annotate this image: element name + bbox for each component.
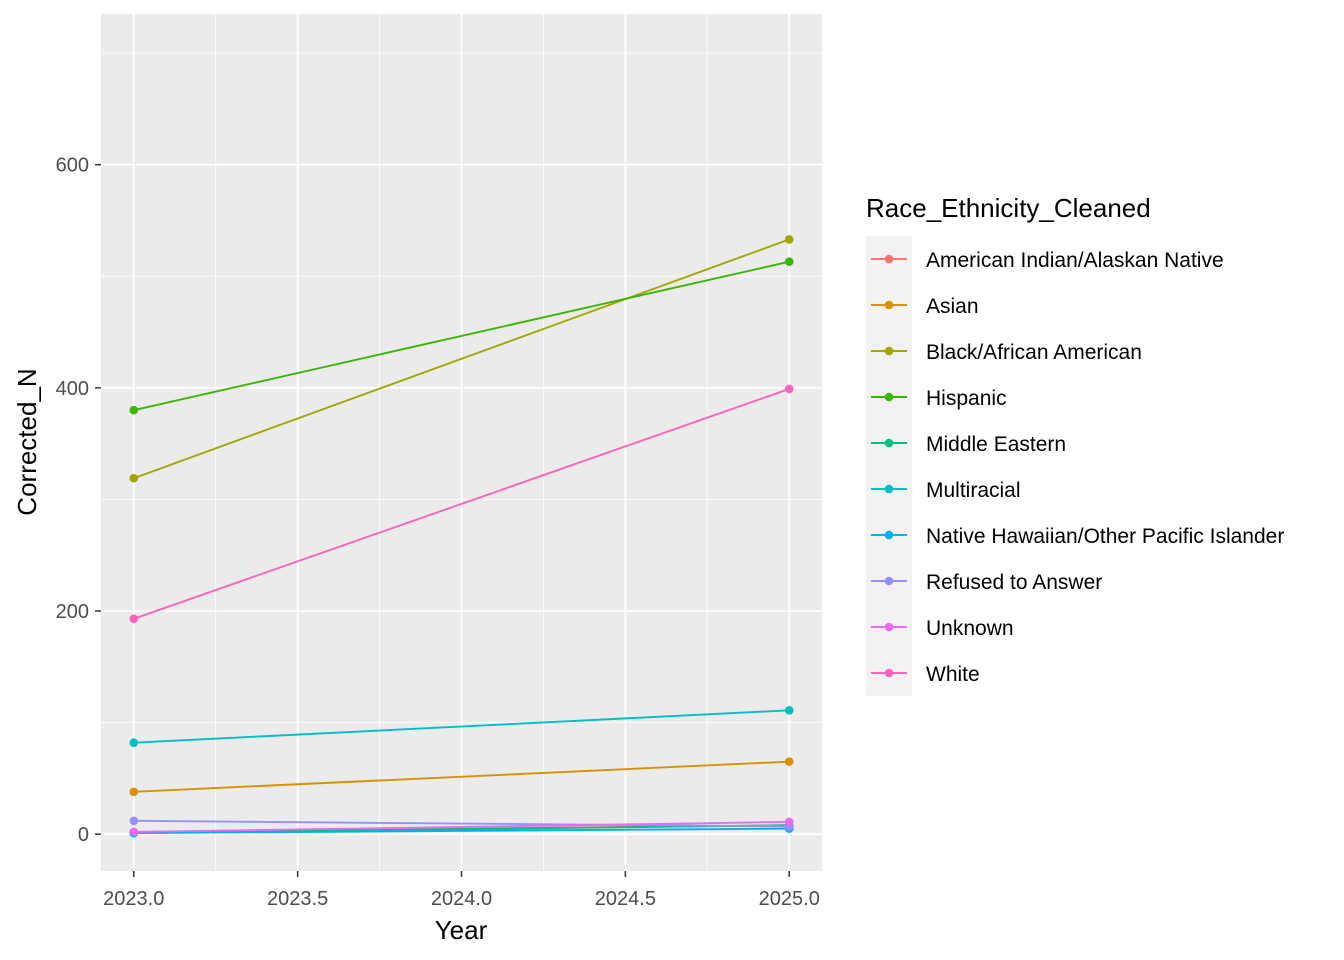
series-point: [784, 757, 794, 766]
legend-label: Refused to Answer: [926, 571, 1102, 594]
series-layer: [129, 235, 794, 838]
series-point: [129, 816, 139, 826]
legend-label: Black/African American: [926, 341, 1142, 364]
legend-key-point: [884, 392, 894, 402]
series-line: [133, 760, 790, 793]
series-line: [133, 827, 790, 835]
y-axis-title: Corrected_N: [12, 368, 42, 515]
x-tick-label: 2024.5: [595, 888, 656, 910]
series-point: [129, 405, 139, 415]
legend-key-point: [884, 300, 894, 310]
legend-key-point: [884, 484, 894, 494]
series-point: [784, 706, 794, 715]
x-tick-label: 2023.0: [103, 888, 164, 910]
legend-label: Middle Eastern: [926, 433, 1066, 456]
x-tick-label: 2024.0: [431, 888, 492, 910]
x-tick-label: 2025.0: [759, 888, 820, 910]
series-line: [133, 709, 790, 744]
legend-label: American Indian/Alaskan Native: [926, 249, 1224, 272]
y-tick-label: 400: [56, 378, 89, 400]
x-axis-title: Year: [435, 915, 488, 945]
axes: 2023.0 2023.5 2024.0 2024.5 2025.0 0 200 400 600: [56, 155, 820, 910]
legend-label: Unknown: [926, 617, 1014, 640]
legend-key-point: [884, 668, 894, 678]
legend-key-point: [884, 530, 894, 540]
y-tick-label: 600: [56, 155, 89, 177]
legend-label: White: [926, 663, 980, 686]
y-tick-label: 200: [56, 601, 89, 623]
series-line: [133, 388, 790, 620]
series-line: [133, 260, 790, 412]
legend-label: Multiracial: [926, 479, 1021, 502]
series-point: [129, 787, 139, 797]
y-tick-label: 0: [78, 824, 89, 846]
legend-key-point: [884, 438, 894, 448]
series-point: [784, 257, 794, 267]
series-point: [129, 738, 139, 747]
legend-key-point: [884, 576, 894, 586]
series-line: [133, 819, 790, 828]
legend: Race_Ethnicity_Cleaned American Indian/A…: [866, 193, 1284, 696]
series-point: [784, 384, 794, 394]
x-tick-label: 2023.5: [267, 888, 328, 910]
legend-label: Native Hawaiian/Other Pacific Islander: [926, 525, 1284, 548]
series-point: [129, 614, 139, 624]
legend-key-point: [884, 622, 894, 632]
series-point: [784, 235, 794, 244]
legend-label: Hispanic: [926, 387, 1007, 410]
legend-items: American Indian/Alaskan Native Asian Black…: [871, 249, 1284, 686]
series-point: [784, 817, 794, 827]
legend-title: Race_Ethnicity_Cleaned: [866, 193, 1151, 223]
series-line: [133, 238, 790, 480]
series-point: [129, 827, 139, 837]
series-line: [133, 820, 790, 833]
legend-key-background: [866, 236, 912, 696]
legend-key-point: [884, 254, 894, 264]
legend-key-point: [884, 346, 894, 356]
series-point: [129, 473, 139, 483]
legend-label: Asian: [926, 295, 979, 318]
major-gridlines: [101, 14, 822, 871]
